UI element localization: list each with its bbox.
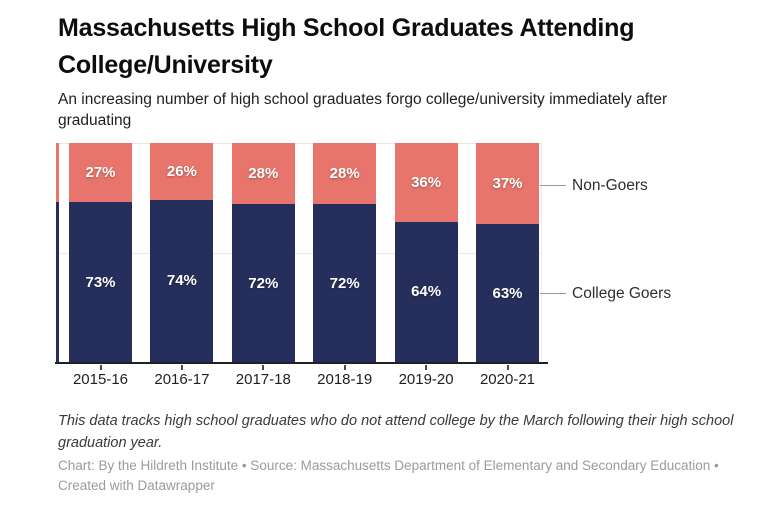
bar-value-label: 74% [166, 272, 197, 290]
x-axis-tick [425, 365, 428, 370]
bar-segment-college-goers: 64% [394, 221, 458, 362]
sliver-segment [56, 143, 59, 203]
non-goers-leader-line [540, 185, 566, 186]
bar-value-label: 36% [411, 173, 442, 191]
gridline-50 [56, 253, 542, 254]
bar-value-label: 28% [248, 165, 279, 183]
bar-segment-college-goers: 72% [231, 204, 295, 362]
legend-non-goers: Non-Goers [572, 177, 648, 194]
x-axis-line [55, 362, 548, 364]
x-axis-label-2017-18: 2017-18 [235, 371, 291, 388]
x-axis-tick [262, 365, 265, 370]
x-axis-label-2016-17: 2016-17 [154, 371, 210, 388]
clipped-bar-sliver [56, 143, 59, 362]
footnote: This data tracks high school graduates w… [58, 413, 734, 451]
bar-segment-non-goers: 26% [150, 143, 214, 200]
bar-2020-21: 37% 63% [476, 143, 539, 362]
bar-segment-non-goers: 28% [313, 143, 377, 205]
bar-2015-16: 27% 73% [69, 143, 132, 362]
bar-segment-non-goers: 37% [476, 143, 539, 225]
bar-value-label: 28% [329, 165, 360, 183]
chart-title: Massachusetts High School Graduates Atte… [58, 14, 635, 79]
bar-value-label: 37% [492, 175, 523, 192]
bar-2019-20: 36% 64% [394, 143, 458, 362]
bar-segment-college-goers: 63% [476, 224, 539, 362]
plot-area: 27% 73% 26% 74% 28% 72% 28% 72% 36% 64% 37% 63% 201… [55, 143, 548, 388]
bar-2018-19: 28% 72% [313, 143, 377, 362]
bar-value-label: 64% [411, 283, 442, 301]
bar-value-label: 63% [492, 284, 523, 302]
sliver-segment [56, 202, 59, 362]
plot-right-edge-line [541, 143, 542, 362]
bar-segment-non-goers: 36% [394, 143, 458, 222]
legend-college-goers: College Goers [572, 285, 672, 302]
bar-segment-non-goers: 28% [231, 143, 295, 205]
bar-value-label: 27% [85, 164, 116, 182]
bar-value-label: 72% [248, 274, 279, 292]
credit-line: Chart: By the Hildreth Institute • Sourc… [58, 458, 719, 493]
bar-segment-non-goers: 27% [69, 143, 132, 203]
x-axis-label-2019-20: 2019-20 [398, 371, 454, 388]
x-axis-tick [99, 365, 102, 370]
bar-value-label: 72% [329, 274, 360, 292]
bar-2016-17: 26% 74% [150, 143, 214, 362]
bar-value-label: 73% [85, 273, 116, 291]
x-axis-tick [180, 365, 183, 370]
x-axis-tick [506, 365, 509, 370]
bar-segment-college-goers: 73% [69, 202, 132, 362]
bar-segment-college-goers: 72% [313, 204, 377, 362]
college-goers-leader-line [540, 293, 566, 294]
x-axis-tick [343, 365, 346, 370]
gridline-100 [56, 143, 542, 144]
chart-subtitle: An increasing number of high school grad… [58, 91, 668, 129]
bar-segment-college-goers: 74% [150, 199, 214, 362]
x-axis-label-2018-19: 2018-19 [317, 371, 373, 388]
bar-value-label: 26% [166, 162, 197, 180]
bar-2017-18: 28% 72% [231, 143, 295, 362]
x-axis-label-2020-21: 2020-21 [479, 371, 536, 388]
x-axis-label-2015-16: 2015-16 [72, 371, 129, 388]
